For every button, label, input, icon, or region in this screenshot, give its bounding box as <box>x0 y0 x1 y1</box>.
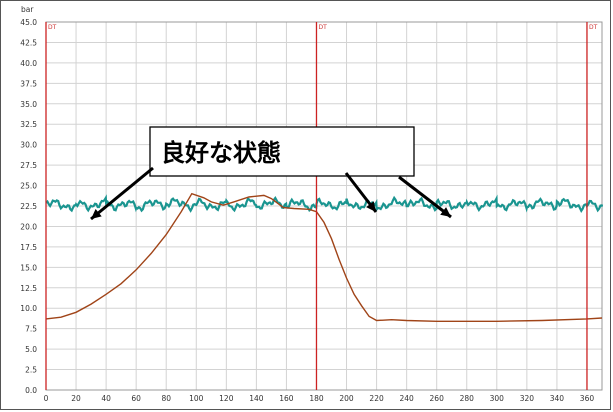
x-tick-label: 340 <box>550 394 565 403</box>
dt-marker-label: DT <box>318 24 327 31</box>
grid <box>45 21 603 391</box>
unit-label: bar <box>21 5 34 14</box>
annotation-text: 良好な状態 <box>161 139 281 167</box>
y-tick-label: 42.5 <box>20 38 37 47</box>
x-tick-label: 120 <box>219 394 234 403</box>
x-tick-label: 320 <box>520 394 535 403</box>
x-tick-label: 160 <box>279 394 294 403</box>
y-tick-label: 2.5 <box>25 366 37 375</box>
y-tick-label: 40.0 <box>20 59 37 68</box>
y-tick-label: 25.0 <box>20 182 37 191</box>
series-line-brown <box>45 192 603 322</box>
x-tick-label: 40 <box>101 394 111 403</box>
arrow-head <box>440 207 451 217</box>
annotation-box <box>149 126 415 177</box>
x-tick-label: 140 <box>249 394 264 403</box>
y-tick-label: 35.0 <box>20 100 37 109</box>
y-tick-label: 5.0 <box>25 345 37 354</box>
x-tick-label: 260 <box>430 394 445 403</box>
arrow-shaft <box>90 166 154 221</box>
x-tick-label: 300 <box>490 394 505 403</box>
y-tick-label: 27.5 <box>20 161 37 170</box>
x-tick-label: 20 <box>71 394 81 403</box>
y-tick-label: 0.0 <box>25 386 37 395</box>
y-tick-label: 12.5 <box>20 284 37 293</box>
x-tick-label: 80 <box>161 394 171 403</box>
y-tick-label: 37.5 <box>20 79 37 88</box>
x-axis: 0 20 40 60 80 100 120 140 160 180 200 220 240 260 280 3… <box>44 394 595 403</box>
x-tick-label: 0 <box>44 394 49 403</box>
y-tick-label: 32.5 <box>20 120 37 129</box>
y-tick-label: 45.0 <box>20 18 37 27</box>
x-tick-label: 220 <box>369 394 384 403</box>
y-tick-label: 22.5 <box>20 202 37 211</box>
y-tick-label: 10.0 <box>20 304 37 313</box>
y-tick-label: 7.5 <box>25 325 37 334</box>
x-tick-label: 180 <box>309 394 324 403</box>
arrow-shaft <box>398 175 452 219</box>
x-tick-label: 360 <box>580 394 595 403</box>
x-tick-label: 200 <box>339 394 354 403</box>
series-line-teal <box>45 194 604 213</box>
annotation-arrows <box>90 166 452 221</box>
y-tick-label: 15.0 <box>20 263 37 272</box>
dt-marker-label: DT <box>589 24 598 31</box>
y-axis: 0.0 2.5 5.0 7.5 10.0 12.5 15.0 17.5 20.0 22.5 25.0… <box>20 18 37 395</box>
dt-marker-label: DT <box>48 24 57 31</box>
arrow-head <box>366 201 376 212</box>
y-tick-label: 17.5 <box>20 243 37 252</box>
series-layer <box>45 192 604 322</box>
arrow-head <box>91 209 102 219</box>
x-tick-label: 240 <box>399 394 414 403</box>
annotation-callout: 良好な状態 <box>149 126 415 177</box>
y-tick-label: 30.0 <box>20 141 37 150</box>
y-tick-label: 20.0 <box>20 222 37 231</box>
x-tick-label: 60 <box>131 394 141 403</box>
x-tick-label: 100 <box>189 394 204 403</box>
markers: DT DT DT <box>45 22 598 390</box>
x-tick-label: 280 <box>460 394 475 403</box>
